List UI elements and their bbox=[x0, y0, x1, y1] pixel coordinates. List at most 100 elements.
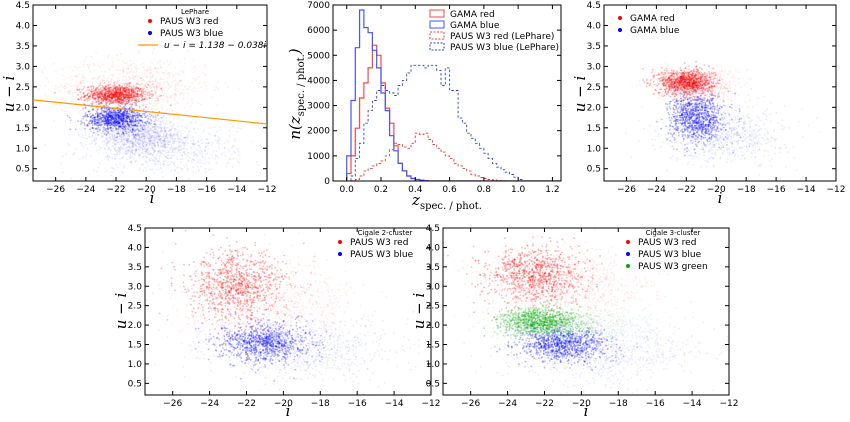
data-point bbox=[109, 147, 111, 150]
data-point bbox=[151, 159, 154, 162]
data-point bbox=[138, 125, 141, 128]
data-point bbox=[147, 124, 150, 127]
data-point bbox=[193, 87, 196, 89]
data-point bbox=[124, 90, 127, 92]
data-point bbox=[132, 78, 135, 80]
data-point bbox=[152, 152, 155, 154]
data-point bbox=[170, 131, 173, 134]
data-point bbox=[148, 139, 151, 142]
data-point bbox=[122, 87, 125, 90]
data-point bbox=[117, 58, 119, 61]
x-tick-label: −14 bbox=[227, 185, 246, 195]
data-point bbox=[110, 96, 113, 99]
y-tick-label: 3000 bbox=[307, 102, 330, 112]
data-point bbox=[192, 166, 194, 169]
data-point bbox=[132, 142, 134, 145]
data-point bbox=[119, 97, 121, 100]
data-point bbox=[192, 158, 194, 161]
data-point bbox=[137, 79, 140, 82]
data-point bbox=[151, 104, 154, 107]
data-point bbox=[78, 73, 80, 76]
data-point bbox=[83, 96, 86, 98]
series-paus-w3-blue bbox=[44, 100, 262, 181]
data-point bbox=[94, 88, 97, 91]
data-point bbox=[96, 93, 99, 96]
data-point bbox=[112, 101, 114, 103]
data-point bbox=[119, 87, 121, 90]
y-tick-label: 5000 bbox=[307, 51, 330, 61]
data-point bbox=[185, 136, 187, 138]
data-point bbox=[144, 85, 147, 88]
data-point bbox=[106, 130, 109, 133]
data-point bbox=[86, 119, 88, 122]
data-point bbox=[183, 57, 186, 60]
data-point bbox=[120, 95, 122, 97]
data-point bbox=[167, 143, 170, 146]
data-point bbox=[133, 94, 135, 97]
data-point bbox=[111, 89, 114, 92]
data-point bbox=[112, 90, 115, 92]
data-point bbox=[96, 93, 99, 96]
data-point bbox=[98, 85, 100, 88]
data-point bbox=[116, 98, 119, 101]
data-point bbox=[97, 96, 100, 99]
data-point bbox=[167, 164, 169, 167]
data-point bbox=[83, 79, 85, 81]
data-point bbox=[74, 128, 77, 131]
data-point bbox=[152, 73, 154, 76]
data-point bbox=[54, 91, 56, 94]
data-point bbox=[112, 95, 115, 98]
data-point bbox=[175, 148, 178, 150]
data-point bbox=[173, 169, 176, 171]
data-point bbox=[95, 138, 98, 141]
data-point bbox=[111, 171, 113, 174]
data-point bbox=[169, 149, 172, 152]
data-point bbox=[127, 101, 130, 103]
data-point bbox=[87, 92, 90, 94]
data-point bbox=[160, 87, 163, 90]
data-point bbox=[152, 114, 155, 117]
data-point bbox=[233, 151, 236, 154]
data-point bbox=[112, 94, 115, 97]
data-point bbox=[134, 95, 137, 98]
data-point bbox=[173, 92, 176, 95]
data-point bbox=[176, 133, 179, 136]
data-point bbox=[102, 96, 105, 98]
data-point bbox=[134, 121, 137, 124]
data-point bbox=[84, 125, 87, 128]
data-point bbox=[660, 66, 663, 69]
data-point bbox=[162, 135, 165, 138]
data-point bbox=[215, 150, 218, 153]
data-point bbox=[97, 96, 100, 99]
data-point bbox=[136, 93, 138, 95]
data-point bbox=[152, 147, 155, 150]
data-point bbox=[208, 142, 210, 145]
data-point bbox=[109, 93, 112, 96]
data-point bbox=[135, 71, 138, 73]
data-point bbox=[139, 119, 142, 122]
data-point bbox=[141, 95, 144, 98]
data-point bbox=[96, 86, 98, 89]
data-point bbox=[162, 80, 165, 83]
data-point bbox=[116, 86, 119, 89]
data-point bbox=[166, 123, 169, 126]
data-point bbox=[102, 79, 105, 82]
data-point bbox=[107, 100, 110, 103]
data-point bbox=[137, 50, 140, 52]
data-point bbox=[131, 122, 134, 124]
data-point bbox=[125, 95, 128, 98]
data-point bbox=[115, 91, 117, 94]
data-point bbox=[94, 113, 97, 115]
data-point bbox=[118, 135, 121, 138]
data-point bbox=[124, 97, 127, 99]
data-point bbox=[123, 84, 126, 87]
data-point bbox=[77, 120, 79, 123]
data-point bbox=[155, 134, 158, 137]
data-point bbox=[90, 92, 93, 95]
data-point bbox=[157, 61, 160, 64]
data-point bbox=[110, 86, 112, 89]
data-point bbox=[138, 90, 141, 92]
data-point bbox=[111, 92, 114, 95]
data-point bbox=[121, 103, 124, 106]
data-point bbox=[174, 89, 177, 92]
